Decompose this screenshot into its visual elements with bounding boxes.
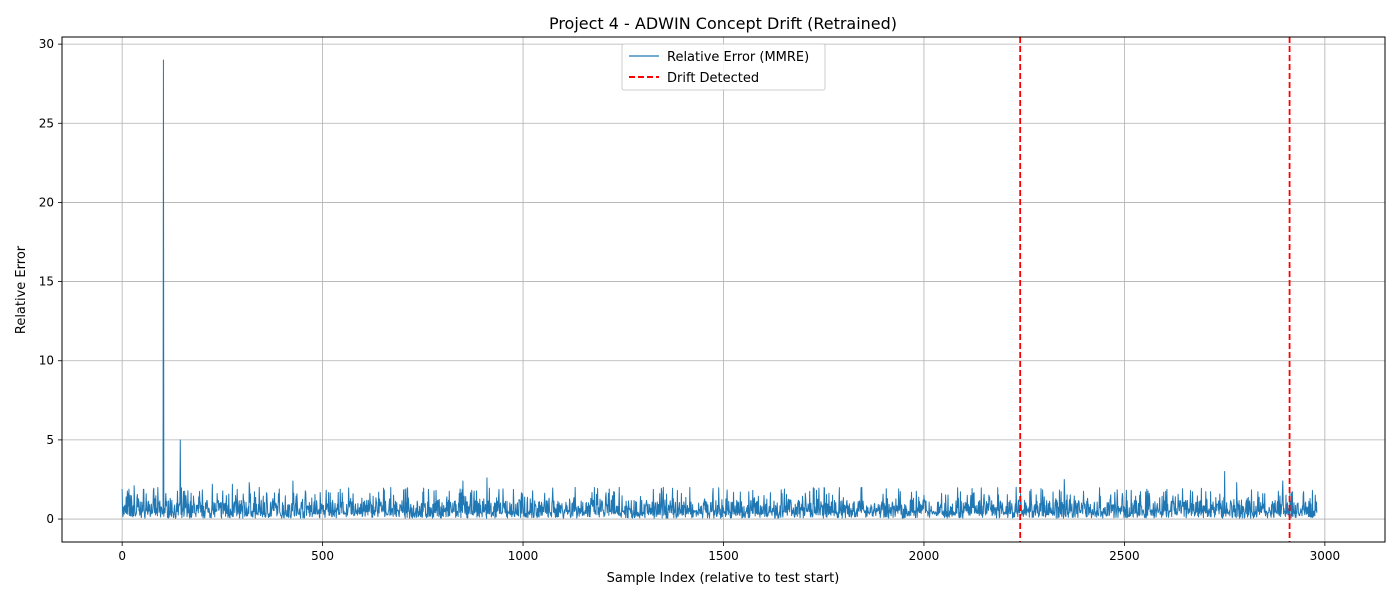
x-tick-label: 3000	[1310, 549, 1341, 563]
x-tick-label: 2500	[1109, 549, 1140, 563]
legend-label-drift: Drift Detected	[667, 71, 759, 86]
legend-box	[621, 43, 826, 91]
x-tick-label: 1000	[508, 549, 539, 563]
legend: Relative Error (MMRE) Drift Detected	[621, 43, 826, 91]
y-tick-label: 15	[39, 275, 54, 289]
x-tick-label: 1500	[708, 549, 739, 563]
y-tick-label: 0	[46, 512, 54, 526]
x-tick-label: 0	[118, 549, 126, 563]
plot-area	[121, 37, 1318, 542]
y-axis-label: Relative Error	[14, 245, 29, 334]
x-axis-label: Sample Index (relative to test start)	[607, 571, 840, 586]
ticks: 0 500 1000 1500 2000 2500 3000 0 5 10 15 20 25 30	[39, 37, 1340, 563]
legend-label-relative-error: Relative Error (MMRE)	[667, 50, 809, 65]
x-tick-label: 2000	[909, 549, 940, 563]
y-tick-label: 20	[39, 195, 54, 209]
y-tick-label: 25	[39, 116, 54, 130]
series-relative-error-line	[121, 59, 1318, 519]
x-tick-label: 500	[311, 549, 334, 563]
chart-title: Project 4 - ADWIN Concept Drift (Retrain…	[549, 14, 897, 33]
y-tick-label: 30	[39, 37, 54, 51]
y-tick-label: 10	[39, 354, 54, 368]
y-tick-label: 5	[46, 433, 54, 447]
